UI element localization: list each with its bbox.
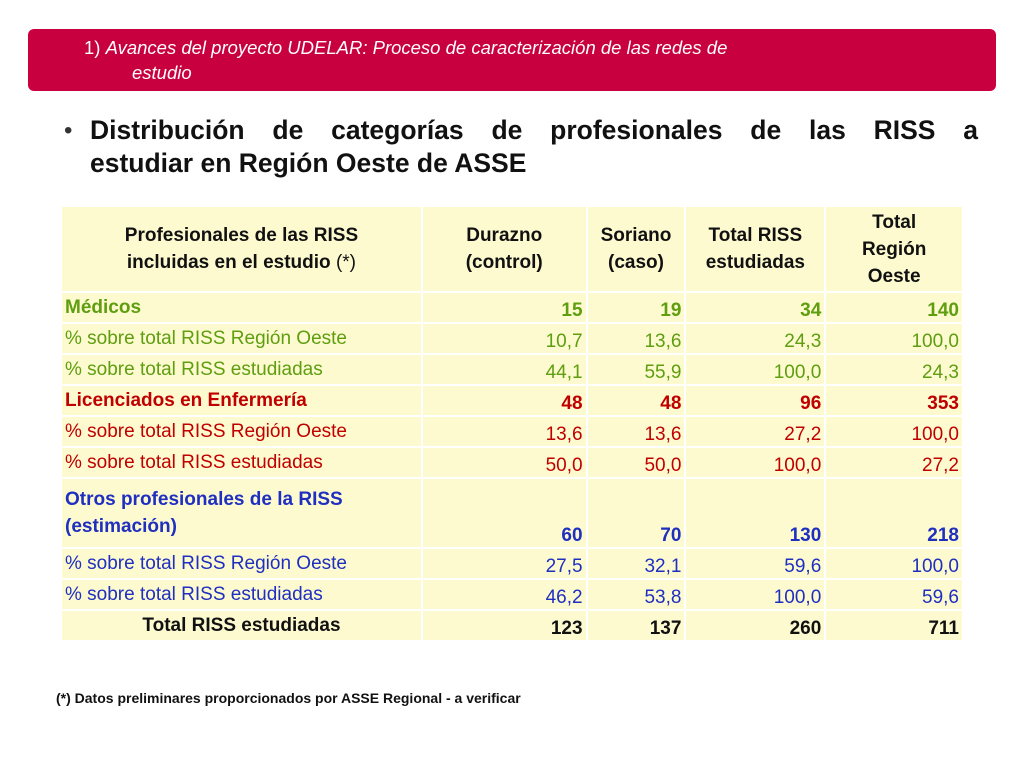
row-label: % sobre total RISS estudiadas <box>60 446 423 479</box>
cell-durazno: 46,2 <box>420 578 588 611</box>
banner-title-line1: Avances del proyecto UDELAR: Proceso de … <box>105 37 728 58</box>
cell-total-riss: 260 <box>684 609 827 642</box>
header-professionals: Profesionales de las RISS incluidas en e… <box>60 205 423 293</box>
row-label: % sobre total RISS Región Oeste <box>60 415 423 448</box>
cell-soriano: 13,6 <box>585 322 687 355</box>
table-row: % sobre total RISS estudiadas 46,2 53,8 … <box>60 578 964 611</box>
cell-durazno: 44,1 <box>420 353 588 386</box>
row-label-line2: (estimación) <box>65 516 177 537</box>
cell-soriano: 55,9 <box>585 353 687 386</box>
cell-soriano: 13,6 <box>585 415 687 448</box>
row-label: Total RISS estudiadas <box>60 609 423 642</box>
banner-number: 1) <box>84 37 101 58</box>
title-banner: 1) Avances del proyecto UDELAR: Proceso … <box>28 29 996 91</box>
table-row: % sobre total RISS Región Oeste 13,6 13,… <box>60 415 964 448</box>
table-header-row: Profesionales de las RISS incluidas en e… <box>60 205 964 293</box>
table-row: % sobre total RISS Región Oeste 10,7 13,… <box>60 322 964 355</box>
cell-soriano: 53,8 <box>585 578 687 611</box>
bullet-dot-icon: • <box>64 117 73 144</box>
bullet-line1: Distribución de categorías de profesiona… <box>90 115 978 145</box>
row-label: % sobre total RISS Región Oeste <box>60 547 423 580</box>
table-row: % sobre total RISS estudiadas 44,1 55,9 … <box>60 353 964 386</box>
cell-total-riss: 96 <box>684 384 827 417</box>
table-row: Otros profesionales de la RISS (estimaci… <box>60 477 964 549</box>
header-professionals-note: (*) <box>335 252 357 273</box>
cell-soriano: 48 <box>585 384 687 417</box>
row-label: % sobre total RISS estudiadas <box>60 578 423 611</box>
cell-total-riss: 130 <box>684 477 827 549</box>
row-label: % sobre total RISS Región Oeste <box>60 322 423 355</box>
header-total-region-line3: Oeste <box>867 265 921 287</box>
table-row-total: Total RISS estudiadas 123 137 260 711 <box>60 609 964 642</box>
cell-total-region: 100,0 <box>824 415 964 448</box>
header-professionals-line1: Profesionales de las RISS <box>124 225 359 246</box>
header-soriano-line1: Soriano <box>600 225 672 246</box>
cell-durazno: 123 <box>420 609 588 642</box>
professionals-table: Profesionales de las RISS incluidas en e… <box>60 205 964 642</box>
table-row: % sobre total RISS estudiadas 50,0 50,0 … <box>60 446 964 479</box>
cell-total-region: 711 <box>824 609 964 642</box>
header-total-region: Total Región Oeste <box>824 205 964 293</box>
cell-total-region: 353 <box>824 384 964 417</box>
cell-total-region: 100,0 <box>824 547 964 580</box>
cell-soriano: 32,1 <box>585 547 687 580</box>
table-row: Médicos 15 19 34 140 <box>60 291 964 324</box>
cell-durazno: 13,6 <box>420 415 588 448</box>
cell-durazno: 48 <box>420 384 588 417</box>
bullet-point: • Distribución de categorías de profesio… <box>64 114 978 180</box>
header-total-region-line2: Región <box>861 238 927 260</box>
cell-total-riss: 34 <box>684 291 827 324</box>
cell-total-region: 100,0 <box>824 322 964 355</box>
cell-soriano: 50,0 <box>585 446 687 479</box>
row-label: Licenciados en Enfermería <box>60 384 423 417</box>
cell-total-riss: 59,6 <box>684 547 827 580</box>
header-soriano: Soriano (caso) <box>585 205 687 293</box>
header-durazno: Durazno (control) <box>420 205 588 293</box>
table-row: % sobre total RISS Región Oeste 27,5 32,… <box>60 547 964 580</box>
header-soriano-line2: (caso) <box>608 252 664 273</box>
header-total-region-line1: Total <box>872 211 917 233</box>
cell-total-region: 59,6 <box>824 578 964 611</box>
cell-total-region: 140 <box>824 291 964 324</box>
cell-durazno: 27,5 <box>420 547 588 580</box>
header-durazno-line2: (control) <box>465 252 543 273</box>
cell-total-region: 24,3 <box>824 353 964 386</box>
cell-total-riss: 27,2 <box>684 415 827 448</box>
row-label-line1: Otros profesionales de la RISS <box>65 489 343 510</box>
bullet-line2: estudiar en Región Oeste de ASSE <box>90 148 527 178</box>
table-row: Licenciados en Enfermería 48 48 96 353 <box>60 384 964 417</box>
banner-title-line2: estudio <box>132 62 192 83</box>
header-total-riss-line2: estudiadas <box>705 252 805 273</box>
row-label: % sobre total RISS estudiadas <box>60 353 423 386</box>
cell-soriano: 19 <box>585 291 687 324</box>
footnote: (*) Datos preliminares proporcionados po… <box>56 690 521 706</box>
cell-durazno: 60 <box>420 477 588 549</box>
cell-soriano: 137 <box>585 609 687 642</box>
cell-total-riss: 100,0 <box>684 353 827 386</box>
header-total-riss-line1: Total RISS <box>708 225 803 246</box>
header-total-riss: Total RISS estudiadas <box>684 205 827 293</box>
cell-durazno: 50,0 <box>420 446 588 479</box>
cell-total-riss: 24,3 <box>684 322 827 355</box>
header-professionals-line2: incluidas en el estudio <box>126 252 331 273</box>
row-label: Otros profesionales de la RISS (estimaci… <box>60 477 423 549</box>
cell-durazno: 10,7 <box>420 322 588 355</box>
cell-soriano: 70 <box>585 477 687 549</box>
header-durazno-line1: Durazno <box>466 225 543 246</box>
cell-total-region: 218 <box>824 477 964 549</box>
row-label: Médicos <box>60 291 423 324</box>
cell-total-riss: 100,0 <box>684 446 827 479</box>
cell-total-riss: 100,0 <box>684 578 827 611</box>
cell-total-region: 27,2 <box>824 446 964 479</box>
cell-durazno: 15 <box>420 291 588 324</box>
